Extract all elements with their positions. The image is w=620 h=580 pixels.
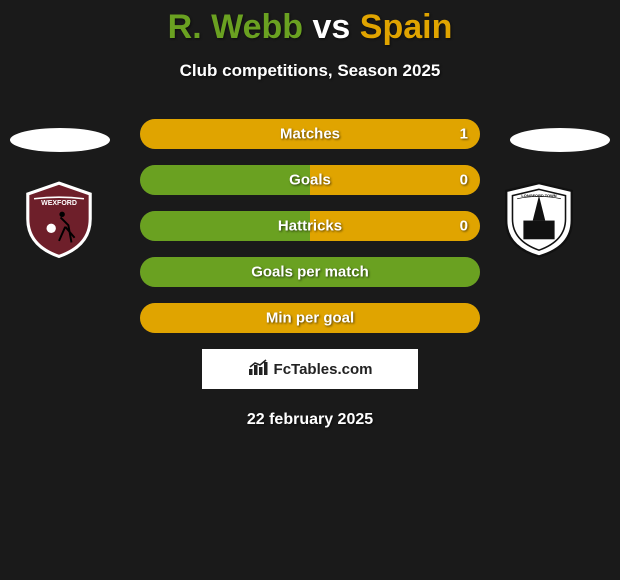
vs-text: vs [312,8,350,46]
shield-icon: LONGFORD TOWN [500,180,578,258]
stat-value-right: 0 [460,218,468,235]
stat-value-right: 1 [460,126,468,143]
badge-player1: WEXFORD [20,180,120,260]
page-title: R. Webb vs Spain [0,0,620,47]
stats-container: Matches 1 Goals 0 Hattricks 0 Goals per match M… [140,119,480,333]
badge1-text: WEXFORD [41,200,77,207]
stat-label: Min per goal [266,310,354,327]
badge-player2: LONGFORD TOWN [500,180,600,260]
stat-fill-left [140,165,310,195]
shield-icon: WEXFORD [20,180,98,258]
stat-fill-right [310,165,480,195]
brand-box[interactable]: FcTables.com [202,349,418,389]
stat-value-right: 0 [460,172,468,189]
player1-name: R. Webb [168,8,303,46]
stat-row: Goals 0 [140,165,480,195]
stat-label: Goals [289,172,331,189]
stat-row: Matches 1 [140,119,480,149]
decor-ellipse-right [510,128,610,152]
chart-icon [248,358,270,380]
stat-label: Goals per match [251,264,369,281]
stat-label: Matches [280,126,340,143]
stat-row: Goals per match [140,257,480,287]
stat-row: Min per goal [140,303,480,333]
player2-name: Spain [360,8,453,46]
subtitle: Club competitions, Season 2025 [0,61,620,81]
brand-text: FcTables.com [274,361,373,378]
badge2-text: LONGFORD TOWN [521,193,556,198]
date-text: 22 february 2025 [0,411,620,429]
stat-row: Hattricks 0 [140,211,480,241]
stat-label: Hattricks [278,218,342,235]
decor-ellipse-left [10,128,110,152]
